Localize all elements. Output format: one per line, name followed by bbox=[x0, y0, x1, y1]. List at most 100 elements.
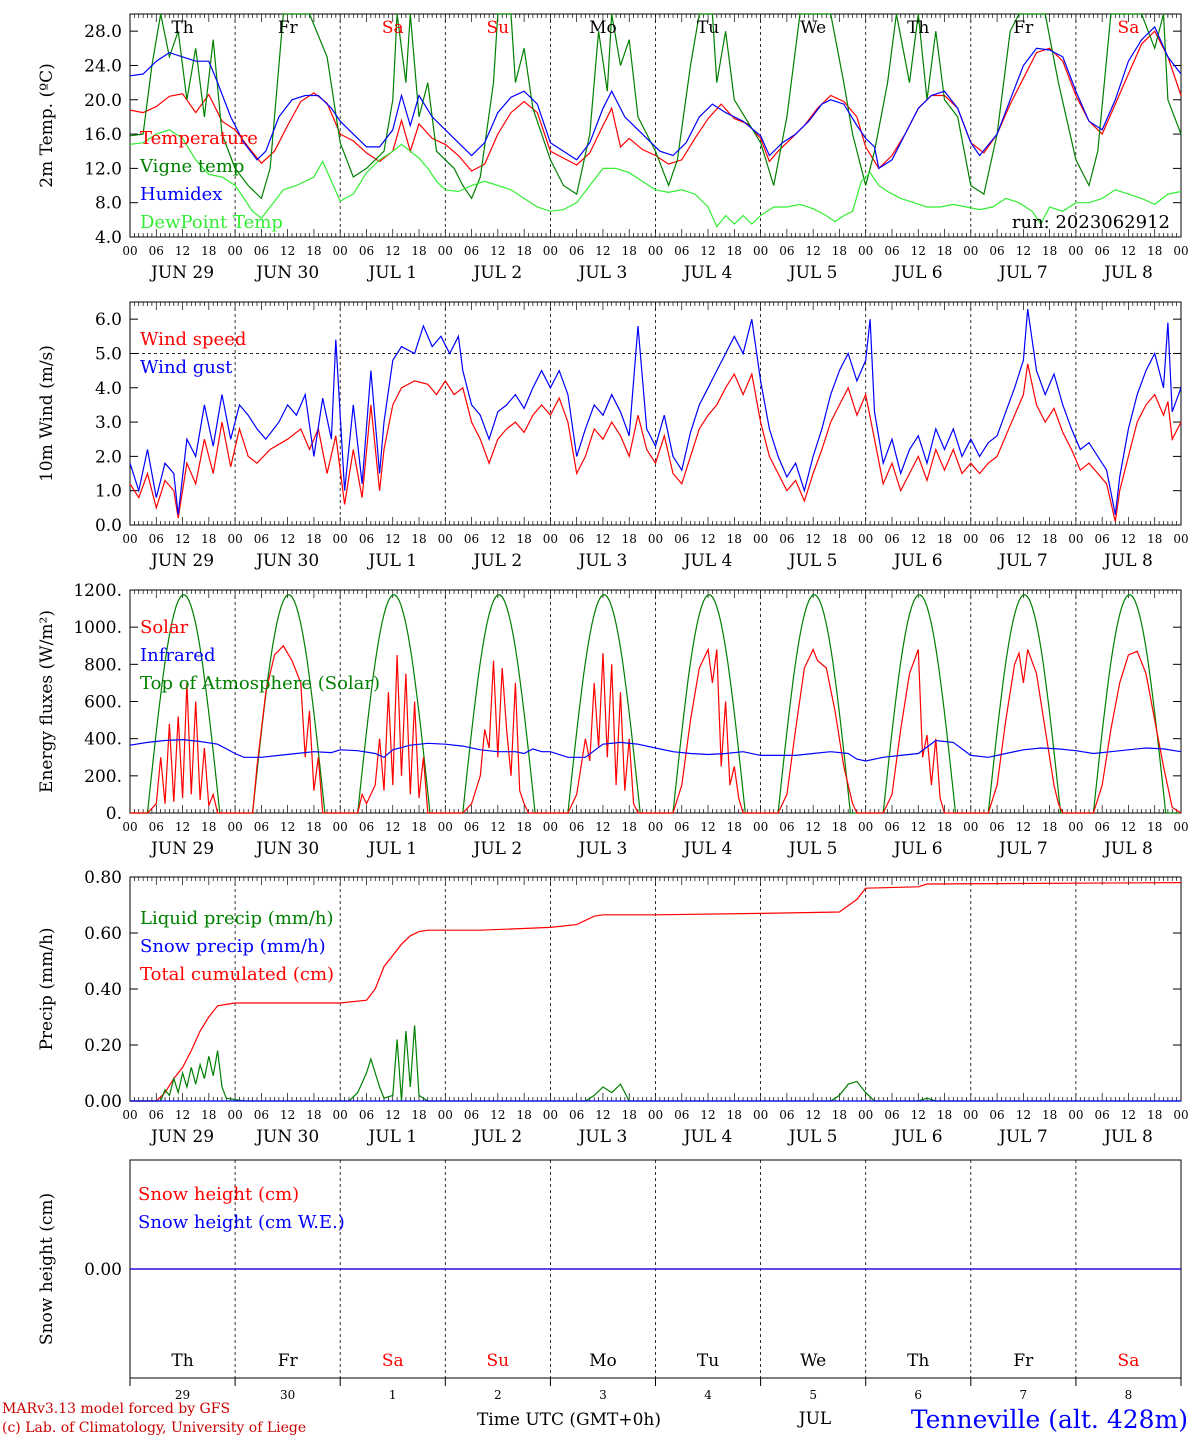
y-tick-label: 0.20 bbox=[84, 1036, 122, 1056]
hour-tick-label: 12 bbox=[1121, 532, 1136, 546]
hour-tick-label: 18 bbox=[1042, 820, 1057, 834]
y-tick-label: 600. bbox=[84, 693, 122, 713]
hour-tick-label: 18 bbox=[411, 1108, 426, 1122]
date-label: JUL 8 bbox=[1102, 1127, 1153, 1147]
date-label: JUL 1 bbox=[366, 839, 417, 859]
hour-tick-label: 18 bbox=[516, 532, 531, 546]
hour-tick-label: 00 bbox=[1068, 244, 1083, 258]
date-label: JUL 6 bbox=[892, 551, 943, 571]
day-name: Sa bbox=[382, 18, 404, 38]
date-label: JUN 30 bbox=[254, 1127, 319, 1147]
date-label: JUL 6 bbox=[892, 263, 943, 283]
hour-tick-label: 12 bbox=[280, 244, 295, 258]
date-label: JUL 7 bbox=[997, 263, 1048, 283]
hour-tick-label: 06 bbox=[359, 244, 374, 258]
hour-tick-label: 00 bbox=[333, 532, 348, 546]
legend-entry: Top of Atmosphere (Solar) bbox=[140, 673, 380, 694]
y-tick-label: 4.0 bbox=[95, 379, 122, 399]
hour-tick-label: 18 bbox=[937, 532, 952, 546]
hour-tick-label: 06 bbox=[989, 244, 1004, 258]
y-tick-label: 16.0 bbox=[84, 125, 122, 145]
date-label: JUL 2 bbox=[472, 839, 523, 859]
hour-tick-label: 18 bbox=[201, 820, 216, 834]
hour-tick-label: 18 bbox=[1147, 532, 1162, 546]
hour-tick-label: 12 bbox=[595, 1108, 610, 1122]
day-number: 29 bbox=[175, 1388, 190, 1402]
legend-entry: Liquid precip (mm/h) bbox=[140, 908, 334, 929]
hour-tick-label: 06 bbox=[464, 820, 479, 834]
hour-tick-label: 06 bbox=[359, 820, 374, 834]
hour-tick-label: 18 bbox=[201, 532, 216, 546]
hour-tick-label: 00 bbox=[1173, 532, 1188, 546]
day-number: 5 bbox=[809, 1388, 817, 1402]
hour-tick-label: 00 bbox=[753, 244, 768, 258]
hour-tick-label: 00 bbox=[648, 1108, 663, 1122]
hour-tick-label: 18 bbox=[1147, 244, 1162, 258]
hour-tick-label: 12 bbox=[911, 820, 926, 834]
date-label: JUL 5 bbox=[787, 839, 838, 859]
series-line-solar bbox=[130, 644, 1182, 814]
hour-tick-label: 00 bbox=[333, 1108, 348, 1122]
day-name: Th bbox=[171, 18, 193, 38]
station-name: Tenneville (alt. 428m) bbox=[911, 1405, 1188, 1434]
hour-tick-label: 00 bbox=[227, 820, 242, 834]
day-name: Th bbox=[907, 1351, 929, 1371]
hour-tick-label: 18 bbox=[411, 532, 426, 546]
hour-tick-label: 00 bbox=[753, 532, 768, 546]
hour-tick-label: 12 bbox=[490, 820, 505, 834]
y-tick-label: 200. bbox=[84, 767, 122, 787]
hour-tick-label: 18 bbox=[622, 532, 637, 546]
hour-tick-label: 18 bbox=[201, 1108, 216, 1122]
hour-tick-label: 12 bbox=[280, 1108, 295, 1122]
hour-tick-label: 18 bbox=[306, 1108, 321, 1122]
panel-temperature: 4.0 8.0 12.0 16.0 20.0 24.0 28.0 2m Temp. (ºC) T… bbox=[37, 13, 1189, 283]
hour-tick-label: 12 bbox=[911, 1108, 926, 1122]
day-number: 7 bbox=[1020, 1388, 1028, 1402]
date-label: JUL 4 bbox=[682, 839, 733, 859]
hour-tick-label: 00 bbox=[122, 1108, 137, 1122]
hour-tick-label: 18 bbox=[622, 820, 637, 834]
hour-tick-label: 12 bbox=[595, 532, 610, 546]
hour-tick-label: 06 bbox=[674, 532, 689, 546]
hour-tick-label: 12 bbox=[175, 532, 190, 546]
hour-tick-label: 18 bbox=[516, 244, 531, 258]
hour-tick-label: 18 bbox=[1147, 820, 1162, 834]
legend-entry: Solar bbox=[140, 617, 189, 638]
hour-tick-label: 12 bbox=[700, 1108, 715, 1122]
hour-tick-label: 00 bbox=[963, 1108, 978, 1122]
hour-tick-label: 00 bbox=[438, 244, 453, 258]
y-tick-label: 24.0 bbox=[84, 56, 122, 76]
hour-tick-label: 12 bbox=[700, 244, 715, 258]
hour-tick-label: 06 bbox=[884, 244, 899, 258]
hour-tick-label: 12 bbox=[700, 820, 715, 834]
hour-tick-label: 06 bbox=[464, 244, 479, 258]
hour-tick-label: 00 bbox=[648, 820, 663, 834]
date-label: JUL 8 bbox=[1102, 551, 1153, 571]
day-name: Sa bbox=[1118, 1351, 1140, 1371]
day-number: 1 bbox=[389, 1388, 397, 1402]
day-name: Fr bbox=[278, 18, 299, 38]
hour-tick-label: 12 bbox=[385, 532, 400, 546]
hour-tick-label: 00 bbox=[1068, 820, 1083, 834]
hour-tick-label: 06 bbox=[779, 532, 794, 546]
y-tick-label: 1200. bbox=[73, 581, 122, 601]
day-name: We bbox=[800, 18, 826, 38]
hour-tick-label: 12 bbox=[490, 1108, 505, 1122]
hour-tick-label: 00 bbox=[858, 820, 873, 834]
hour-tick-label: 12 bbox=[175, 244, 190, 258]
hour-tick-label: 18 bbox=[727, 244, 742, 258]
y-tick-label: 400. bbox=[84, 730, 122, 750]
date-label: JUN 29 bbox=[149, 551, 214, 571]
day-number: 4 bbox=[704, 1388, 712, 1402]
hour-tick-label: 00 bbox=[333, 244, 348, 258]
hour-tick-label: 18 bbox=[622, 244, 637, 258]
y-axis-label: Energy fluxes (W/m²) bbox=[37, 610, 57, 793]
y-tick-label: 2.0 bbox=[95, 447, 122, 467]
date-label: JUL 2 bbox=[472, 263, 523, 283]
y-tick-label: 1000. bbox=[73, 618, 122, 638]
series-line-total-cumulated-cm- bbox=[130, 882, 1182, 1102]
hour-tick-label: 12 bbox=[490, 532, 505, 546]
panel-precip: 0.00 0.20 0.40 0.60 0.80 Precip (mm/h) Liquid … bbox=[37, 868, 1189, 1147]
hour-tick-label: 12 bbox=[385, 244, 400, 258]
hour-tick-label: 06 bbox=[254, 244, 269, 258]
